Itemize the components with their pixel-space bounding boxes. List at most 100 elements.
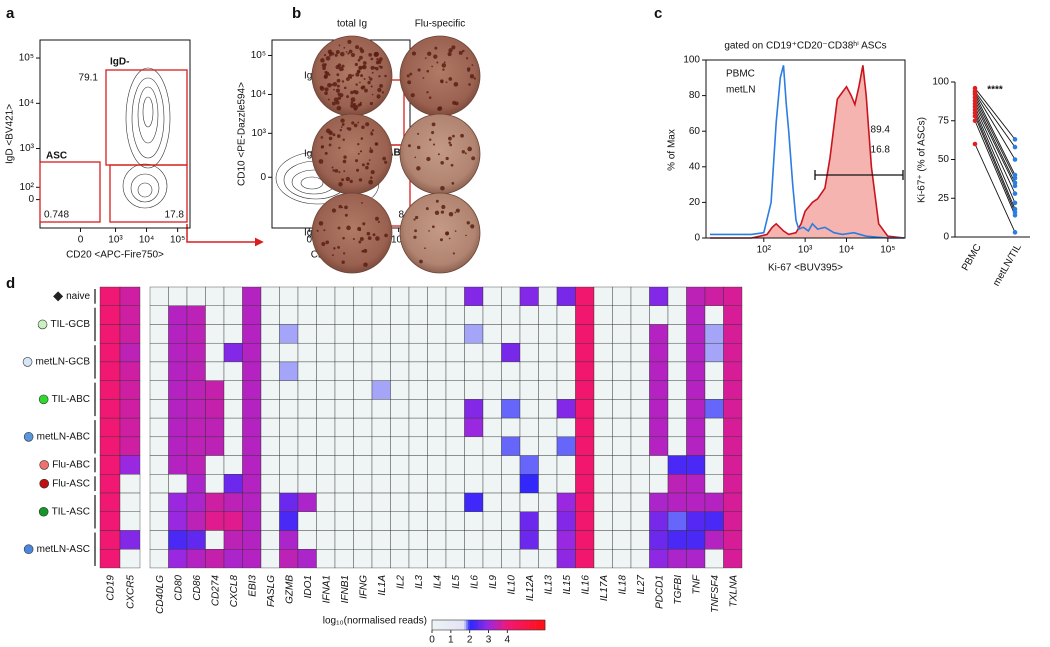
cell <box>501 380 521 400</box>
spot <box>350 97 356 103</box>
cell <box>464 399 484 419</box>
colorbar-step <box>475 620 478 630</box>
pair-line <box>974 92 1016 160</box>
cell <box>260 549 280 569</box>
cell <box>704 399 724 419</box>
cell <box>427 399 447 419</box>
cell <box>279 399 299 419</box>
colorbar-step <box>484 620 487 630</box>
cell <box>427 286 447 306</box>
cell <box>316 492 336 512</box>
spot <box>431 225 435 229</box>
spot <box>357 142 360 146</box>
gene-label: CD274 <box>210 575 221 607</box>
colorbar-tick-label: 0 <box>429 635 435 646</box>
spot <box>414 156 417 159</box>
spot <box>331 101 336 106</box>
cell <box>482 492 502 512</box>
spot <box>468 83 471 86</box>
spot <box>329 51 332 55</box>
cell <box>427 492 447 512</box>
cell <box>149 492 169 512</box>
group-label: TIL-ABC <box>52 394 90 405</box>
annotation: **** <box>987 85 1003 96</box>
gene-label: IL16 <box>580 575 591 595</box>
spot <box>426 69 430 73</box>
colorbar-step <box>443 620 446 630</box>
cell <box>575 549 595 569</box>
cell <box>242 436 262 456</box>
cell <box>316 455 336 475</box>
cell <box>297 474 317 494</box>
cell <box>353 324 373 344</box>
cell <box>686 530 706 550</box>
colorbar-step <box>541 620 544 630</box>
cell <box>649 549 669 569</box>
spot <box>471 156 476 161</box>
group-marker <box>38 506 49 517</box>
spot <box>333 88 335 91</box>
cell <box>667 530 687 550</box>
gene-label: TGFBI <box>673 575 684 605</box>
x-tick-label: 10⁴ <box>839 245 854 256</box>
cell <box>593 286 613 306</box>
colorbar-step <box>543 620 546 630</box>
spot <box>331 254 334 257</box>
cell <box>297 361 317 381</box>
cell <box>168 286 188 306</box>
colorbar-step <box>462 620 465 630</box>
spot <box>464 152 467 155</box>
spot <box>316 229 319 232</box>
gene-label: IL27 <box>636 575 647 595</box>
cell <box>223 324 243 344</box>
cell <box>119 417 141 438</box>
cell <box>519 399 539 419</box>
cell <box>168 417 188 438</box>
pair-line <box>974 94 1016 176</box>
cell <box>334 492 354 512</box>
cell <box>464 286 484 306</box>
cell <box>593 455 613 475</box>
cell <box>186 324 206 344</box>
spot <box>441 204 446 210</box>
spot <box>460 133 464 138</box>
cell <box>168 436 188 456</box>
spot <box>440 185 445 191</box>
cell <box>612 530 632 550</box>
cell <box>445 380 465 400</box>
cell <box>408 342 428 363</box>
spot <box>324 151 328 155</box>
cell <box>279 549 299 569</box>
colorbar-step <box>447 620 450 630</box>
y-tick-label: 0 <box>943 232 949 243</box>
cell <box>593 324 613 344</box>
spot <box>367 80 371 85</box>
colorbar-step <box>458 620 461 630</box>
colorbar-step <box>471 620 474 630</box>
cell <box>334 342 354 363</box>
spot <box>352 74 355 77</box>
spot <box>357 121 360 124</box>
spot <box>454 230 457 232</box>
cell <box>353 399 373 419</box>
cell <box>297 399 317 419</box>
spot <box>448 211 454 217</box>
cell <box>538 436 558 456</box>
cell <box>223 474 243 494</box>
cell <box>575 399 595 419</box>
cell <box>186 286 206 306</box>
cell <box>205 511 225 531</box>
cell <box>630 549 650 569</box>
spot <box>343 86 347 90</box>
cell <box>482 511 502 531</box>
cell <box>297 549 317 569</box>
cell <box>445 530 465 550</box>
colorbar-step <box>499 620 502 630</box>
spot <box>431 130 435 135</box>
y-tick-label: 60 <box>689 126 701 137</box>
cell <box>593 305 613 325</box>
cell <box>149 305 169 325</box>
spot <box>359 150 363 153</box>
cell <box>205 361 225 381</box>
spot <box>361 125 365 129</box>
